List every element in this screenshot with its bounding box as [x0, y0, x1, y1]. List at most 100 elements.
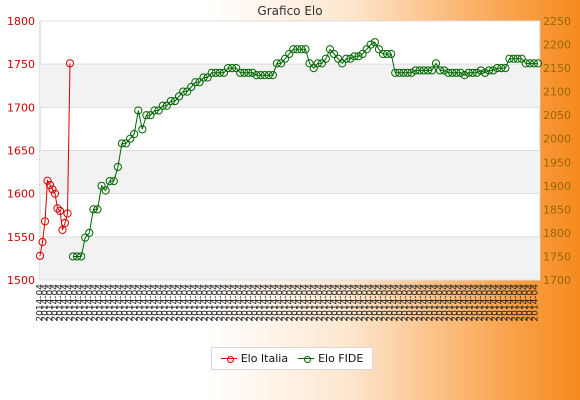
x-tick-label: 2014-04 [371, 284, 381, 322]
legend-item-elo-fide: Elo FIDE [298, 352, 363, 365]
left-tick-label: 1600 [7, 188, 35, 201]
data-point [63, 209, 72, 218]
x-tick-label: 2014-04 [386, 284, 396, 322]
data-point [509, 54, 518, 63]
x-tick-label: 2014-04 [381, 284, 391, 322]
data-point [456, 68, 465, 77]
x-tick-label: 2014-04 [46, 284, 56, 322]
data-point [293, 45, 302, 54]
data-point [232, 63, 241, 73]
left-tick-label: 1700 [7, 101, 35, 114]
x-tick-label: 2014-04 [201, 284, 211, 322]
x-tick-label: 2014-04 [456, 284, 466, 322]
x-tick-label: 2014-04 [221, 284, 231, 322]
right-tick-label: 1850 [543, 203, 571, 216]
data-point [162, 101, 171, 110]
x-tick-label: 2014-04 [336, 284, 346, 322]
data-point [40, 217, 50, 226]
x-tick-label: 2014-04 [271, 284, 281, 322]
x-tick-label: 2014-04 [486, 284, 496, 322]
x-tick-label: 2014-04 [216, 284, 226, 322]
x-tick-label: 2014-04 [131, 284, 141, 322]
x-tick-label: 2014-04 [531, 284, 541, 322]
data-point [138, 125, 147, 134]
data-point [329, 49, 339, 59]
data-point [431, 59, 441, 68]
data-point [403, 68, 412, 77]
data-point [297, 45, 306, 54]
x-tick-label: 2014-04 [311, 284, 321, 322]
x-tick-label: 2014-04 [251, 284, 261, 322]
data-point [358, 49, 367, 59]
data-point [170, 96, 180, 106]
x-tick-label: 2014-04 [121, 284, 131, 322]
data-point [195, 78, 204, 87]
x-tick-label: 2014-04 [226, 284, 236, 322]
data-point [154, 106, 163, 115]
data-point [187, 82, 196, 92]
data-point [354, 52, 363, 61]
data-point [191, 78, 200, 87]
right-tick-label: 2200 [543, 39, 571, 52]
data-point [533, 59, 543, 68]
legend-marker-icon [298, 355, 315, 363]
data-point [264, 71, 273, 80]
data-point [117, 139, 127, 148]
data-point [423, 66, 432, 75]
x-tick-label: 2014-04 [301, 284, 311, 322]
data-point [346, 54, 355, 63]
data-point [199, 73, 208, 82]
x-tick-label: 2014-04 [451, 284, 461, 322]
x-tick-label: 2014-04 [391, 284, 401, 322]
legend: Elo Italia Elo FIDE [211, 347, 373, 370]
x-tick-label: 2014-04 [476, 284, 486, 322]
x-axis-ticks: 2014-042014-042014-042014-042014-042014-… [36, 284, 541, 322]
data-point [179, 87, 188, 96]
x-tick-label: 2014-04 [446, 284, 456, 322]
data-point [134, 106, 143, 115]
x-tick-label: 2014-04 [66, 284, 76, 322]
data-point [248, 68, 257, 77]
left-tick-label: 1650 [7, 145, 35, 158]
x-tick-label: 2014-04 [246, 284, 256, 322]
x-tick-label: 2014-04 [111, 284, 121, 322]
data-point [460, 71, 469, 80]
right-tick-label: 2000 [543, 133, 571, 146]
x-tick-label: 2014-04 [166, 284, 176, 322]
grid-band [40, 150, 540, 194]
x-tick-label: 2014-04 [211, 284, 221, 322]
x-tick-label: 2014-04 [241, 284, 251, 322]
data-point [513, 54, 522, 63]
data-point [219, 68, 229, 77]
data-point [72, 252, 82, 261]
data-point [244, 68, 253, 77]
x-tick-label: 2014-04 [526, 284, 536, 322]
data-point [53, 204, 62, 213]
data-point [317, 59, 326, 68]
legend-item-elo-italia: Elo Italia [220, 352, 288, 365]
right-tick-label: 1800 [543, 227, 571, 240]
data-point [521, 59, 530, 68]
data-point [207, 68, 216, 77]
data-point [215, 68, 224, 77]
x-tick-label: 2014-04 [321, 284, 331, 322]
x-tick-label: 2014-04 [136, 284, 146, 322]
data-point [497, 63, 506, 73]
data-point [338, 59, 347, 68]
data-point [370, 38, 379, 47]
x-tick-label: 2014-04 [36, 284, 46, 322]
x-tick-label: 2014-04 [206, 284, 216, 322]
data-point [276, 59, 286, 68]
x-tick-label: 2014-04 [276, 284, 286, 322]
data-point [158, 101, 167, 110]
x-tick-label: 2014-04 [501, 284, 511, 322]
data-point [38, 237, 47, 247]
data-point [142, 111, 151, 120]
data-point [378, 49, 388, 59]
data-point [256, 71, 265, 80]
right-axis-ticks: 2250 2200 2150 2100 2050 2000 1950 1900 1850 1800… [543, 15, 571, 287]
x-tick-label: 2014-04 [466, 284, 476, 322]
data-point [501, 63, 510, 73]
data-point [484, 66, 494, 75]
data-point [45, 180, 55, 190]
